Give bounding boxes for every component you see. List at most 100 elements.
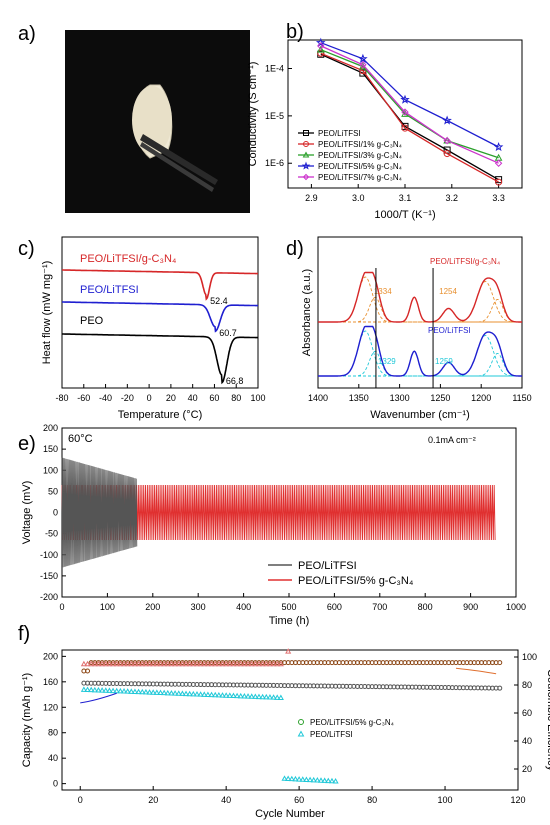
panel-f-capacity-point: [281, 775, 288, 781]
panel-f-axes: 0 20 40 60 80 100 120 0 40 80 120 160 200 20 40 60 80 100…: [21, 649, 550, 820]
panel-c-peak-label: 52.4: [210, 296, 228, 306]
panel-c-xtick-label: -20: [121, 393, 134, 403]
panel-f-capacity-point: [328, 777, 336, 784]
panel-e-current-annotation: 0.1mA cm⁻²: [428, 435, 476, 445]
panel-f-capacity-point: [164, 689, 171, 696]
panel-c-xlabel: Temperature (°C): [118, 409, 202, 421]
panel-b-legend-label: PEO/LiTFSI/5% g-C₃N₄: [318, 162, 402, 171]
panel-b-legend-label: PEO/LiTFSI/3% g-C₃N₄: [318, 151, 402, 160]
panel-f-xlabel: Cycle Number: [255, 808, 325, 820]
panel-b-legend-label: PEO/LiTFSI: [318, 129, 361, 138]
panel-f-capacity-point: [175, 690, 182, 696]
panel-f-ce-point: [139, 660, 146, 667]
panel-f-capacity-point: [292, 775, 299, 782]
panel-c-xtick-label: -80: [55, 393, 68, 403]
panel-c-peak-label: 60.7: [219, 328, 237, 338]
panel-e-xtick-label: 500: [281, 602, 296, 612]
panel-f-legend-label: PEO/LiTFSI: [310, 730, 353, 739]
panel-c-ylabel: Heat flow (mW mg⁻¹): [41, 261, 53, 365]
panel-f-capacity-point: [237, 692, 244, 699]
panel-b-series-line: [320, 53, 499, 181]
panel-d-annotation: 1259: [435, 357, 453, 366]
panel-f-capacity-point: [204, 691, 211, 697]
panel-f-ce-point: [230, 660, 237, 667]
tweezer-lower: [140, 142, 214, 192]
panel-d-xtick-label: 1150: [512, 393, 531, 403]
panel-f-capacity-point: [120, 688, 128, 694]
panel-e-xtick-label: 600: [327, 602, 342, 612]
panel-d-fit-component: [318, 276, 522, 323]
panel-f-ce-point: [80, 660, 87, 667]
panel-f-ce-point: [259, 660, 266, 667]
panel-b-data: PEO/LiTFSI PEO/LiTFSI/1% g-C₃N₄ PEO/LiTFSI…: [298, 37, 504, 186]
panel-f-capacity-point: [296, 776, 303, 782]
panel-b-point: [401, 124, 409, 132]
panel-e-xtick-label: 1000: [506, 602, 526, 612]
panel-f-capacity-point: [124, 688, 131, 694]
panel-f-ce-point: [197, 660, 204, 667]
panel-label-e: e): [18, 433, 36, 455]
panel-e-xtick-label: 900: [463, 602, 478, 612]
panel-f-capacity-point: [274, 694, 281, 700]
panel-f-capacity-point: [208, 691, 215, 698]
panel-b-point: [315, 37, 326, 47]
panel-d-fit-component: [318, 353, 522, 377]
panel-f-ce-point: [150, 660, 157, 667]
panel-f-ce-point: [241, 660, 248, 667]
panel-a-photo: [65, 30, 250, 213]
panel-f-capacity-point: [307, 776, 314, 783]
panel-f-capacity-point: [190, 690, 197, 697]
panel-f-capacity-point: [139, 688, 146, 695]
panel-f-capacity-point: [179, 690, 186, 696]
panel-d-ylabel: Absorbance (a.u.): [301, 269, 313, 356]
panel-d-series-line: [318, 325, 522, 377]
panel-c-xtick-label: 0: [147, 393, 152, 403]
panel-f-ce-point: [175, 660, 182, 667]
panel-f-capacity-point: [285, 775, 292, 781]
panel-f-capacity-point: [99, 687, 106, 693]
panel-f-capacity-point: [95, 686, 102, 693]
panel-f-y2tick-label: 60: [522, 708, 532, 718]
panel-f-ce-point: [182, 660, 190, 667]
panel-f-capacity-point: [310, 776, 317, 783]
panel-f-ce-point: [215, 660, 222, 667]
panel-d-xlabel: Wavenumber (cm⁻¹): [370, 409, 470, 421]
panel-e-ytick-label: 0: [53, 508, 58, 518]
panel-c-xtick-label: 60: [209, 393, 219, 403]
panel-f-capacity-point: [497, 685, 503, 691]
panel-c-series-label: PEO: [80, 315, 104, 327]
panel-b-legend-marker: [302, 151, 310, 158]
panel-b-axes: 2.9 3.0 3.1 3.2 3.3 1E-6 1E-5 1E-4 1000/T (K⁻¹) C…: [247, 39, 523, 221]
panel-f-capacity-point: [303, 776, 310, 782]
panel-f-capacity-point: [88, 686, 95, 693]
panel-d-annotation: 1254: [439, 287, 457, 296]
panel-e-ytick-label: -150: [40, 571, 58, 581]
panel-e-ytick-label: 100: [43, 465, 58, 475]
panel-f-ce-point: [172, 660, 179, 667]
panel-e-xtick-label: 400: [236, 602, 251, 612]
panel-f-capacity-point: [248, 693, 255, 699]
panel-e-xtick-label: 200: [145, 602, 160, 612]
panel-f-ce-point: [120, 660, 128, 667]
tweezer-upper: [140, 134, 218, 185]
panel-f-capacity-point: [117, 687, 124, 694]
panel-f-ce-point: [161, 660, 168, 667]
panel-f-ce-point: [179, 660, 186, 667]
panel-f-xtick-label: 100: [438, 795, 453, 805]
panel-f-capacity-point: [131, 688, 139, 694]
panel-f-ce-point: [285, 648, 292, 654]
panel-f-capacity-point: [314, 777, 321, 783]
panel-b-series-line: [320, 52, 499, 183]
panel-f-ytick-label: 120: [43, 702, 58, 712]
panel-f-y2tick-label: 20: [522, 764, 532, 774]
panel-d-fit-component: [318, 299, 522, 323]
panel-d-xtick-label: 1250: [430, 393, 450, 403]
panel-b-ytick-label: 1E-5: [265, 111, 284, 121]
panel-e-ylabel: Voltage (mV): [21, 481, 33, 545]
panel-d-xtick-label: 1400: [308, 393, 328, 403]
panel-b-point: [317, 42, 325, 50]
panel-c-frame: [61, 236, 259, 389]
panel-f-capacity-point: [215, 691, 222, 698]
panel-f-capacity-point: [80, 686, 87, 692]
